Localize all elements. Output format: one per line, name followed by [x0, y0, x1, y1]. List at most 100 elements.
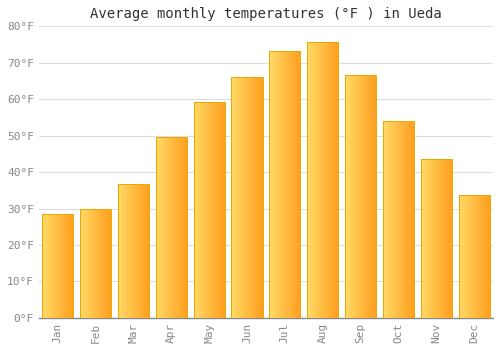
Bar — [398, 121, 399, 318]
Bar — [97, 209, 98, 318]
Bar — [442, 159, 444, 318]
Bar — [319, 42, 320, 318]
Bar — [239, 77, 240, 318]
Bar — [307, 42, 338, 318]
Bar — [282, 51, 284, 318]
Bar — [96, 209, 97, 318]
Bar — [385, 121, 386, 318]
Bar — [169, 138, 170, 318]
Bar — [312, 42, 314, 318]
Bar — [166, 138, 168, 318]
Bar — [368, 75, 369, 318]
Bar — [206, 102, 207, 318]
Bar — [472, 195, 474, 318]
Bar — [141, 184, 142, 318]
Bar — [95, 209, 96, 318]
Bar — [430, 159, 431, 318]
Bar — [354, 75, 355, 318]
Bar — [172, 138, 173, 318]
Bar — [250, 77, 251, 318]
Bar — [423, 159, 424, 318]
Bar — [56, 215, 57, 318]
Bar — [410, 121, 411, 318]
Bar — [173, 138, 174, 318]
Bar — [44, 215, 46, 318]
Bar — [68, 215, 70, 318]
Bar — [91, 209, 92, 318]
Bar — [144, 184, 145, 318]
Bar — [233, 77, 234, 318]
Bar — [132, 184, 134, 318]
Bar — [333, 42, 334, 318]
Bar — [90, 209, 91, 318]
Bar — [222, 102, 223, 318]
Bar — [314, 42, 315, 318]
Bar — [407, 121, 408, 318]
Bar — [384, 121, 385, 318]
Bar — [126, 184, 127, 318]
Bar — [81, 209, 82, 318]
Bar — [138, 184, 139, 318]
Bar — [387, 121, 388, 318]
Bar — [58, 215, 59, 318]
Bar — [92, 209, 94, 318]
Bar — [165, 138, 166, 318]
Bar — [52, 215, 53, 318]
Bar — [477, 195, 478, 318]
Bar — [318, 42, 319, 318]
Bar — [311, 42, 312, 318]
Bar — [162, 138, 163, 318]
Bar — [474, 195, 475, 318]
Bar — [403, 121, 404, 318]
Bar — [484, 195, 485, 318]
Bar — [475, 195, 476, 318]
Bar — [367, 75, 368, 318]
Bar — [237, 77, 238, 318]
Bar — [485, 195, 486, 318]
Bar — [322, 42, 324, 318]
Bar — [170, 138, 172, 318]
Bar — [183, 138, 184, 318]
Bar — [285, 51, 286, 318]
Bar — [80, 209, 111, 318]
Bar — [244, 77, 246, 318]
Bar — [461, 195, 462, 318]
Bar — [210, 102, 212, 318]
Bar — [326, 42, 328, 318]
Bar — [186, 138, 187, 318]
Bar — [393, 121, 394, 318]
Bar — [219, 102, 220, 318]
Bar — [308, 42, 310, 318]
Bar — [196, 102, 198, 318]
Bar — [49, 215, 50, 318]
Bar — [424, 159, 426, 318]
Bar — [202, 102, 203, 318]
Bar — [426, 159, 427, 318]
Bar — [42, 215, 43, 318]
Bar — [369, 75, 370, 318]
Bar — [146, 184, 148, 318]
Bar — [88, 209, 90, 318]
Bar — [388, 121, 389, 318]
Bar — [67, 215, 68, 318]
Bar — [421, 159, 452, 318]
Bar — [386, 121, 387, 318]
Bar — [164, 138, 165, 318]
Bar — [118, 184, 120, 318]
Bar — [127, 184, 128, 318]
Bar — [448, 159, 450, 318]
Bar — [54, 215, 56, 318]
Bar — [80, 209, 81, 318]
Bar — [321, 42, 322, 318]
Bar — [160, 138, 161, 318]
Bar — [121, 184, 122, 318]
Bar — [42, 215, 74, 318]
Bar — [392, 121, 393, 318]
Bar — [471, 195, 472, 318]
Bar — [275, 51, 276, 318]
Bar — [64, 215, 66, 318]
Bar — [280, 51, 281, 318]
Bar — [287, 51, 288, 318]
Bar — [46, 215, 47, 318]
Bar — [200, 102, 202, 318]
